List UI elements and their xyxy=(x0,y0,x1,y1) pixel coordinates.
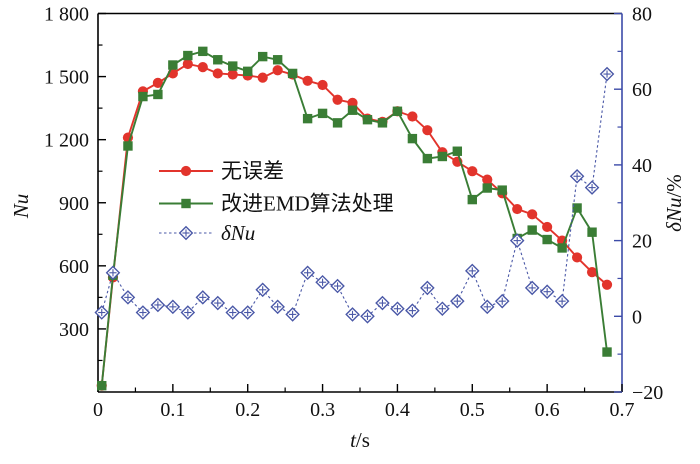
data-point-circle xyxy=(197,62,208,73)
data-point-square xyxy=(97,380,107,391)
data-point-square xyxy=(392,106,403,116)
data-point-square xyxy=(377,118,388,128)
data-point-circle xyxy=(317,79,328,91)
data-point-square xyxy=(542,234,552,245)
y-left-tick-label: 900 xyxy=(59,193,89,215)
data-point-square xyxy=(183,50,193,61)
y-right-tick-label: 60 xyxy=(632,79,652,101)
data-point-square xyxy=(228,61,238,71)
data-point-square xyxy=(153,89,163,100)
series-green xyxy=(97,46,612,391)
y-left-tick-label: 300 xyxy=(59,319,89,341)
data-point-square xyxy=(317,108,328,119)
data-point-circle xyxy=(257,72,268,83)
data-point-circle xyxy=(227,69,238,80)
data-point-circle xyxy=(586,267,598,278)
data-point-circle xyxy=(482,174,493,185)
data-point-circle xyxy=(347,97,358,108)
x-tick-label: 0.5 xyxy=(460,399,485,421)
y-right-axis-title: δNu/% xyxy=(662,174,686,232)
data-point-circle xyxy=(212,68,223,79)
legend-label: δNu xyxy=(221,221,255,245)
x-tick-label: 0.7 xyxy=(610,399,635,421)
data-point-square xyxy=(362,114,373,125)
x-tick-label: 0.4 xyxy=(385,399,410,421)
data-point-circle xyxy=(467,166,478,177)
x-tick-label: 0.1 xyxy=(160,399,185,421)
data-point-square xyxy=(557,243,567,253)
data-point-circle xyxy=(601,279,613,290)
legend xyxy=(159,165,213,241)
data-point-square xyxy=(437,151,448,162)
x-tick-label: 0.3 xyxy=(310,399,335,421)
legend-label: 无误差 xyxy=(221,159,284,183)
data-point-circle xyxy=(180,165,192,177)
x-tick-label: 0.6 xyxy=(535,399,560,421)
data-point-circle xyxy=(332,94,343,105)
data-point-circle xyxy=(182,58,193,70)
data-point-circle xyxy=(512,203,523,215)
y-right-tick-label: 40 xyxy=(632,155,652,177)
data-point-square xyxy=(243,66,253,77)
x-tick-label: 0.2 xyxy=(235,399,260,421)
data-point-circle xyxy=(527,209,538,220)
data-point-square xyxy=(482,183,492,193)
data-point-square xyxy=(332,118,343,128)
data-point-square xyxy=(602,347,612,357)
y-left-axis-title: Nu xyxy=(9,194,33,220)
data-point-circle xyxy=(272,65,283,76)
data-point-square xyxy=(213,55,223,65)
legend-label: 改进EMD算法处理 xyxy=(221,192,394,216)
data-point-circle xyxy=(542,221,553,233)
data-point-circle xyxy=(571,252,583,263)
data-point-square xyxy=(497,185,507,195)
y-right-tick-label: 20 xyxy=(632,231,652,253)
y-right-tick-label: 0 xyxy=(632,306,642,328)
x-tick-label: 0 xyxy=(93,399,103,421)
y-left-tick-label: 1 800 xyxy=(44,4,89,26)
data-point-square xyxy=(181,198,191,209)
y-left-tick-label: 1 200 xyxy=(44,130,89,152)
data-point-circle xyxy=(407,111,418,122)
data-point-square xyxy=(527,225,537,235)
data-point-square xyxy=(287,68,298,79)
y-right-tick-label: 80 xyxy=(632,4,652,26)
data-point-square xyxy=(168,60,178,70)
data-point-square xyxy=(198,46,208,57)
data-point-circle xyxy=(152,77,163,88)
data-point-square xyxy=(587,227,597,237)
data-point-square xyxy=(452,146,463,156)
data-point-square xyxy=(407,133,418,144)
data-point-square xyxy=(422,153,433,164)
x-axis-title: t/s xyxy=(350,428,370,452)
y-left-tick-label: 600 xyxy=(59,256,89,278)
data-point-circle xyxy=(302,75,313,86)
series-blue xyxy=(94,66,615,324)
data-point-circle xyxy=(422,125,433,136)
data-point-square xyxy=(138,91,148,102)
data-point-square xyxy=(572,203,582,213)
data-point-square xyxy=(467,194,477,205)
data-point-square xyxy=(272,55,283,65)
data-point-square xyxy=(302,113,313,124)
data-point-square xyxy=(347,105,358,115)
data-point-square xyxy=(123,141,133,151)
data-point-square xyxy=(257,51,268,62)
y-right-tick-label: −20 xyxy=(632,382,663,404)
y-left-tick-label: 1 500 xyxy=(44,67,89,89)
